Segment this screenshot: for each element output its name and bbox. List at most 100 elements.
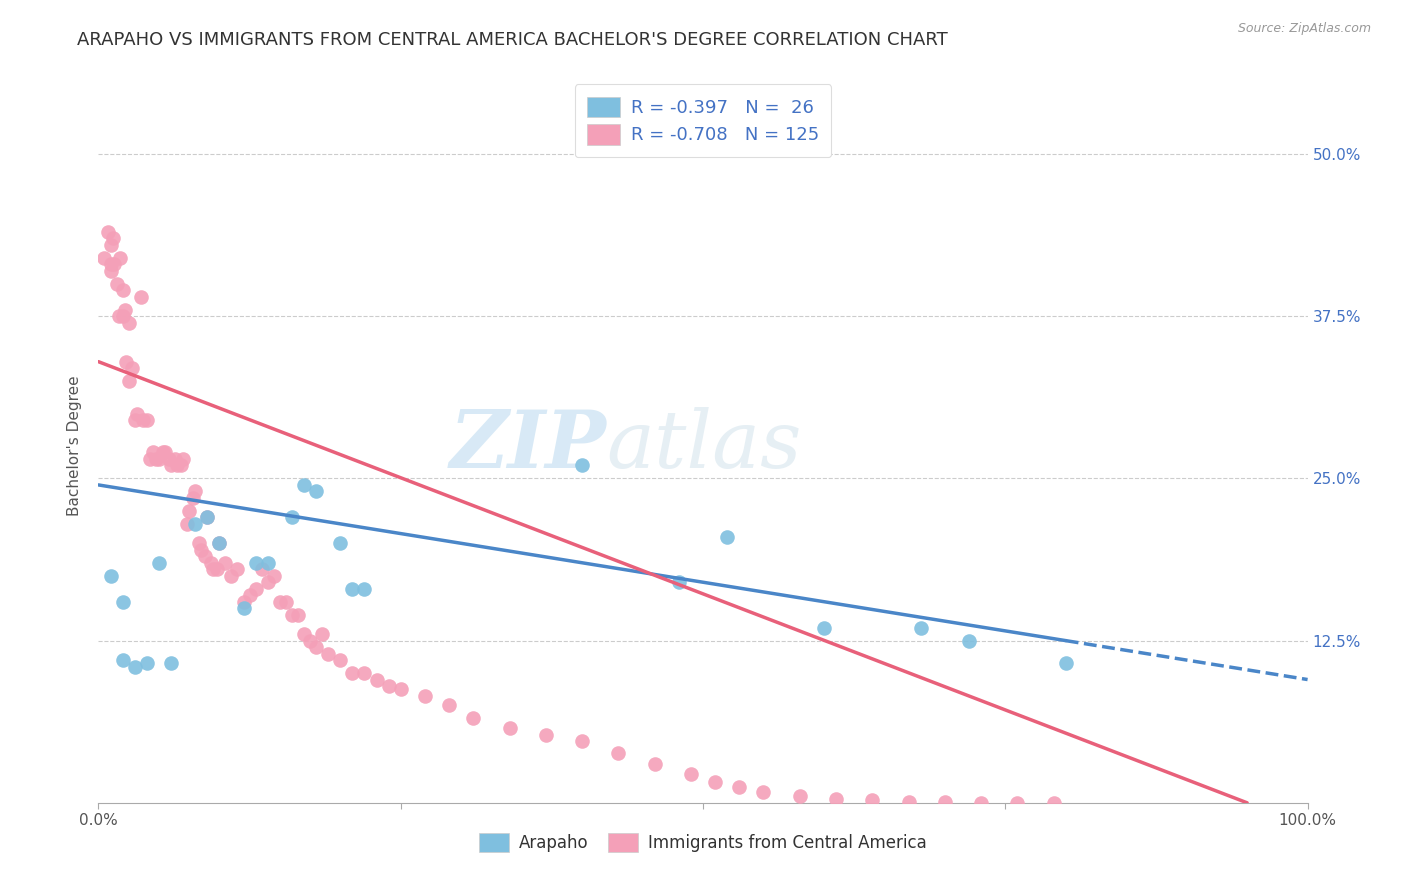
Point (668, 575, 690, 590)
Point (108, 251, 131, 265)
Point (250, 562, 273, 576)
Point (202, 562, 225, 576)
Point (169, 458, 191, 473)
Point (269, 595, 291, 609)
Point (813, 621, 835, 635)
Point (139, 452, 162, 467)
Point (101, 231, 124, 245)
Point (195, 510, 218, 524)
Point (644, 756, 666, 771)
Point (179, 504, 201, 518)
Point (157, 452, 180, 467)
Point (160, 656, 183, 670)
Point (118, 374, 141, 388)
Point (292, 478, 315, 492)
Point (679, 767, 702, 781)
Point (111, 595, 134, 609)
Point (129, 290, 152, 304)
Point (93, 251, 115, 265)
Point (132, 413, 155, 427)
Point (184, 484, 207, 499)
Point (752, 785, 775, 799)
Point (957, 633, 980, 648)
Point (292, 627, 315, 641)
Point (184, 516, 207, 531)
Point (263, 568, 285, 582)
Point (145, 452, 167, 467)
Point (245, 556, 267, 570)
Point (463, 711, 485, 725)
Point (256, 575, 278, 590)
Legend: Arapaho, Immigrants from Central America: Arapaho, Immigrants from Central America (472, 826, 934, 859)
Point (127, 407, 149, 421)
Point (163, 452, 186, 467)
Point (571, 458, 593, 473)
Point (100, 257, 122, 271)
Point (389, 681, 412, 696)
Point (195, 510, 218, 524)
Point (142, 445, 165, 459)
Point (152, 445, 174, 459)
Point (860, 793, 883, 807)
Text: atlas: atlas (606, 408, 801, 484)
Point (105, 277, 128, 291)
Y-axis label: Bachelor's Degree: Bachelor's Degree (67, 376, 83, 516)
Point (190, 542, 212, 557)
Point (281, 510, 304, 524)
Point (716, 530, 738, 544)
Point (172, 452, 194, 467)
Point (100, 264, 122, 278)
Point (208, 536, 231, 550)
Point (176, 516, 198, 531)
Point (274, 595, 297, 609)
Point (329, 536, 352, 550)
Point (232, 595, 254, 609)
Point (1007, 796, 1029, 810)
Point (153, 445, 176, 459)
Point (1054, 656, 1077, 670)
Point (108, 310, 131, 324)
Point (256, 556, 278, 570)
Point (316, 647, 339, 661)
Point (118, 316, 141, 330)
Point (825, 792, 848, 806)
Point (214, 556, 236, 570)
Point (970, 796, 993, 810)
Point (934, 795, 956, 809)
Point (181, 491, 204, 505)
Point (226, 562, 249, 576)
Point (377, 679, 399, 693)
Point (97, 225, 120, 239)
Point (100, 238, 122, 252)
Point (342, 582, 364, 596)
Point (135, 656, 157, 670)
Point (111, 310, 134, 324)
Point (299, 633, 322, 648)
Point (114, 302, 136, 317)
Point (221, 568, 243, 582)
Point (124, 413, 146, 427)
Point (245, 582, 267, 596)
Point (571, 733, 593, 747)
Text: Source: ZipAtlas.com: Source: ZipAtlas.com (1237, 22, 1371, 36)
Point (194, 549, 217, 564)
Point (208, 536, 231, 550)
Point (205, 562, 228, 576)
Point (607, 747, 630, 761)
Point (789, 789, 811, 804)
Point (329, 653, 352, 667)
Point (353, 582, 375, 596)
Point (366, 673, 388, 687)
Point (148, 556, 170, 570)
Point (100, 568, 122, 582)
Point (305, 484, 328, 499)
Point (353, 666, 375, 681)
Point (897, 795, 920, 809)
Point (166, 458, 188, 473)
Point (115, 354, 138, 368)
Point (124, 659, 146, 673)
Text: ARAPAHO VS IMMIGRANTS FROM CENTRAL AMERICA BACHELOR'S DEGREE CORRELATION CHART: ARAPAHO VS IMMIGRANTS FROM CENTRAL AMERI… (77, 31, 948, 49)
Point (148, 452, 170, 467)
Point (232, 601, 254, 615)
Point (910, 621, 932, 635)
